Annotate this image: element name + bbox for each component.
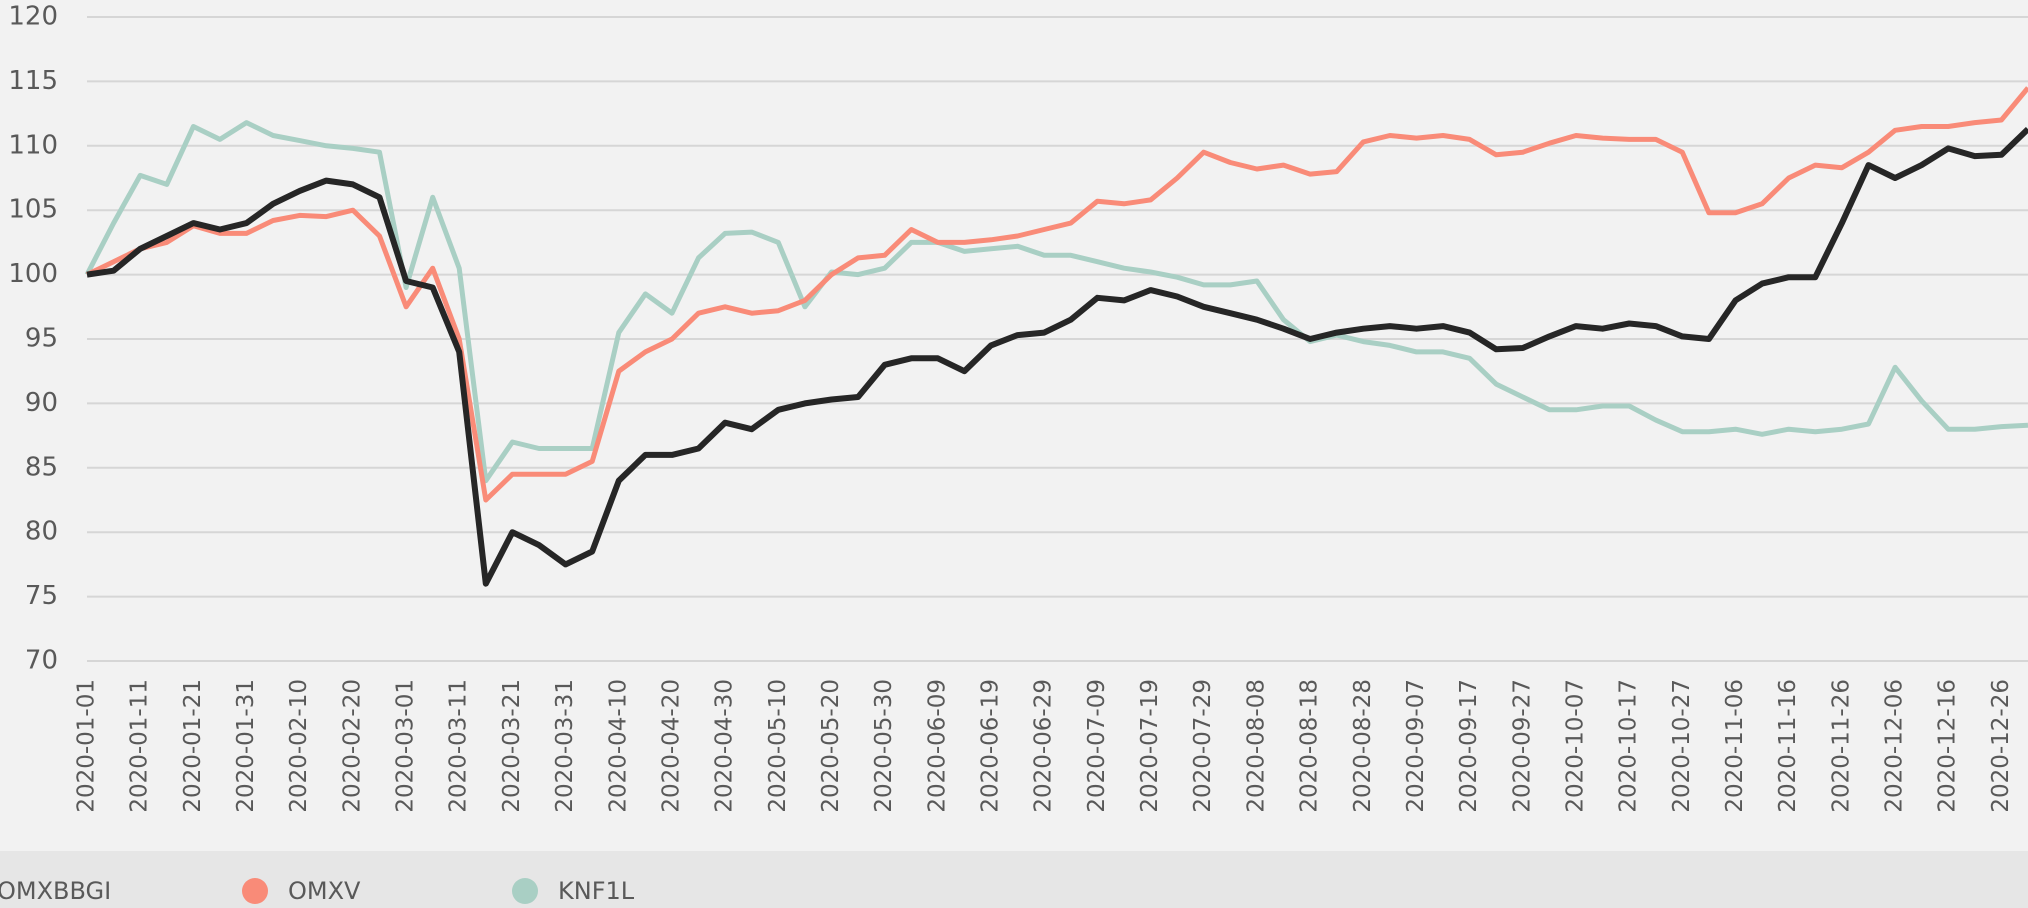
legend-label: OMXBBGI xyxy=(0,877,111,905)
x-tick-label: 2020-01-31 xyxy=(233,679,259,813)
x-tick-label: 2020-10-27 xyxy=(1669,679,1695,813)
legend-label: OMXV xyxy=(288,877,361,905)
x-tick-label: 2020-08-18 xyxy=(1297,679,1323,813)
x-tick-label: 2020-10-17 xyxy=(1616,679,1642,813)
legend-band xyxy=(0,851,2028,908)
x-tick-label: 2020-05-20 xyxy=(818,679,844,813)
y-tick-label: 115 xyxy=(8,66,58,96)
x-tick-label: 2020-09-17 xyxy=(1456,679,1482,813)
y-tick-label: 105 xyxy=(8,195,58,225)
x-tick-label: 2020-03-21 xyxy=(499,679,525,813)
y-tick-label: 90 xyxy=(25,388,58,418)
y-tick-label: 85 xyxy=(25,452,58,482)
x-tick-label: 2020-05-10 xyxy=(765,679,791,813)
x-tick-label: 2020-05-30 xyxy=(871,679,897,813)
y-tick-label: 110 xyxy=(8,130,58,160)
x-tick-label: 2020-06-09 xyxy=(924,679,950,813)
x-tick-label: 2020-04-20 xyxy=(658,679,684,813)
x-tick-label: 2020-04-10 xyxy=(605,679,631,813)
x-tick-label: 2020-01-11 xyxy=(127,679,153,813)
x-tick-label: 2020-12-16 xyxy=(1935,679,1961,813)
x-tick-label: 2020-07-19 xyxy=(1137,679,1163,813)
x-tick-label: 2020-06-29 xyxy=(1031,679,1057,813)
x-tick-label: 2020-08-28 xyxy=(1350,679,1376,813)
x-tick-label: 2020-08-08 xyxy=(1243,679,1269,813)
x-tick-label: 2020-03-31 xyxy=(552,679,578,813)
series-line xyxy=(85,86,2028,503)
x-tick-label: 2020-12-26 xyxy=(1988,679,2014,813)
y-tick-label: 80 xyxy=(25,517,58,547)
x-tick-label: 2020-01-21 xyxy=(180,679,206,813)
x-tick-label: 2020-12-06 xyxy=(1882,679,1908,813)
x-tick-label: 2020-04-30 xyxy=(712,679,738,813)
y-tick-label: 95 xyxy=(25,324,58,354)
x-tick-label: 2020-07-29 xyxy=(1190,679,1216,813)
x-tick-label: 2020-11-26 xyxy=(1828,679,1854,813)
x-tick-label: 2020-09-27 xyxy=(1509,679,1535,813)
x-tick-label: 2020-03-01 xyxy=(393,679,419,813)
y-tick-label: 120 xyxy=(8,2,58,32)
x-tick-label: 2020-06-19 xyxy=(978,679,1004,813)
x-tick-label: 2020-09-07 xyxy=(1403,679,1429,813)
legend-label: KNF1L xyxy=(558,877,635,905)
series-line xyxy=(84,120,2028,484)
x-tick-label: 2020-02-20 xyxy=(339,679,365,813)
x-tick-label: 2020-11-06 xyxy=(1722,679,1748,813)
series-line xyxy=(86,126,2028,587)
x-tick-label: 2020-07-09 xyxy=(1084,679,1110,813)
x-tick-label: 2020-01-01 xyxy=(74,679,100,813)
y-tick-label: 100 xyxy=(8,259,58,289)
y-tick-label: 70 xyxy=(25,646,58,676)
x-tick-label: 2020-10-07 xyxy=(1562,679,1588,813)
y-tick-label: 75 xyxy=(25,581,58,611)
x-tick-label: 2020-11-16 xyxy=(1775,679,1801,813)
x-tick-label: 2020-02-10 xyxy=(286,679,312,813)
legend-marker xyxy=(512,878,538,904)
legend-marker xyxy=(242,878,268,904)
x-tick-label: 2020-03-11 xyxy=(446,679,472,813)
